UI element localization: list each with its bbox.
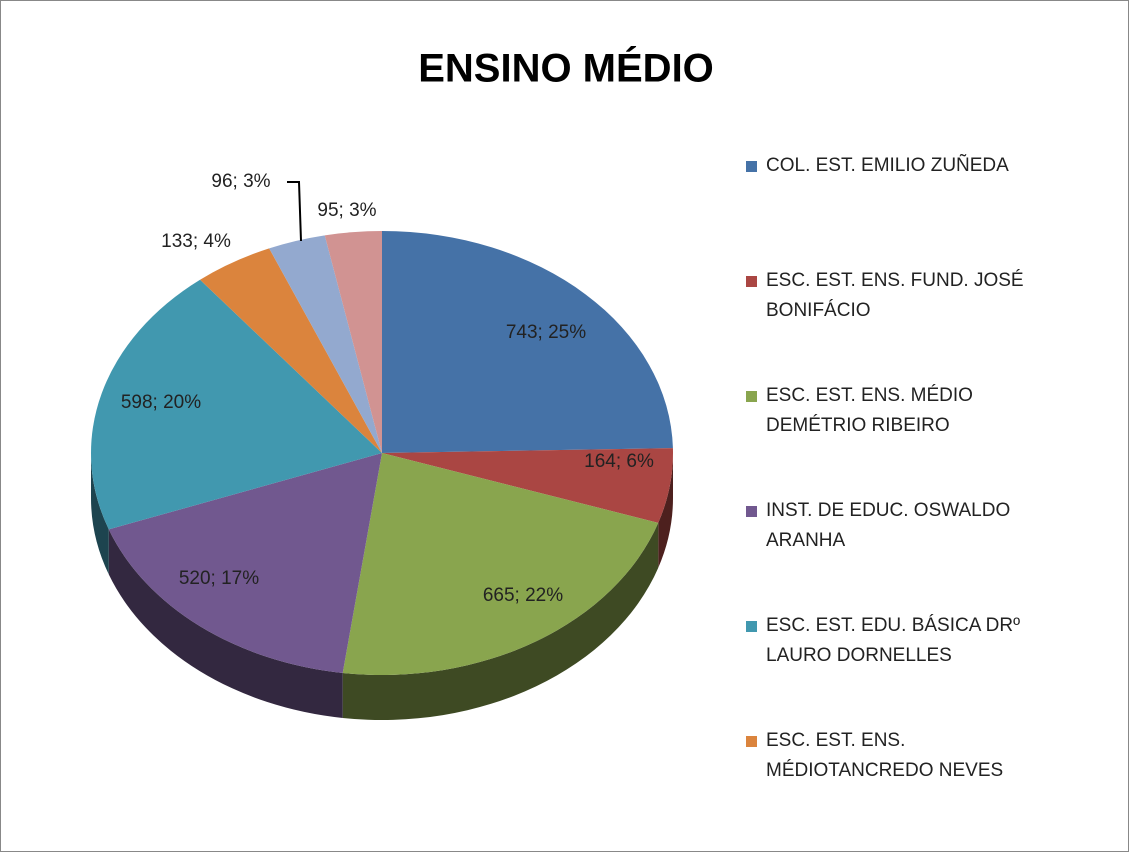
legend-label: COL. EST. EMILIO ZUÑEDA (766, 155, 1009, 176)
data-label: 133; 4% (161, 231, 231, 252)
slice (269, 235, 382, 453)
legend-label: ESC. EST. EDU. BÁSICA DRº LAURO DORNELLE… (766, 615, 1021, 666)
slice (90, 279, 382, 530)
slice-side (658, 453, 673, 568)
leader-line (287, 181, 302, 242)
slice (382, 231, 673, 453)
slice-side (108, 529, 343, 718)
legend-swatch (746, 736, 757, 747)
data-label: 164; 6% (584, 451, 654, 472)
slice-side (342, 522, 659, 720)
slice (324, 231, 382, 453)
legend-swatch (746, 621, 757, 632)
legend-item: ESC. EST. ENS. MÉDIOTANCREDO NEVES (746, 726, 1046, 841)
data-label: 743; 25% (506, 322, 586, 343)
legend-item: INST. DE EDUC. OSWALDO ARANHA (746, 496, 1046, 611)
legend: COL. EST. EMILIO ZUÑEDA ESC. EST. ENS. FU… (746, 151, 1046, 841)
legend-item: ESC. EST. ENS. FUND. JOSÉ BONIFÁCIO (746, 266, 1046, 381)
legend-swatch (746, 391, 757, 402)
chart-title: ENSINO MÉDIO (418, 46, 714, 91)
data-label: 665; 22% (483, 585, 563, 606)
legend-label: ESC. EST. ENS. MÉDIOTANCREDO NEVES (766, 730, 1004, 781)
data-label: 96; 3% (211, 171, 270, 192)
data-label: 598; 20% (121, 392, 201, 413)
legend-label: ESC. EST. ENS. MÉDIO DEMÉTRIO RIBEIRO (766, 385, 973, 436)
legend-item: ESC. EST. ENS. MÉDIO DEMÉTRIO RIBEIRO (746, 381, 1046, 496)
slice (108, 453, 383, 673)
slice (382, 448, 673, 523)
legend-swatch (746, 161, 757, 172)
data-label: 520; 17% (179, 568, 259, 589)
legend-swatch (746, 506, 757, 517)
legend-item: ESC. EST. EDU. BÁSICA DRº LAURO DORNELLE… (746, 611, 1046, 726)
slice (200, 248, 382, 453)
legend-label: ESC. EST. ENS. FUND. JOSÉ BONIFÁCIO (766, 270, 1024, 321)
slice-side (91, 453, 109, 575)
legend-swatch (746, 276, 757, 287)
slice (342, 453, 659, 676)
legend-label: INST. DE EDUC. OSWALDO ARANHA (766, 500, 1011, 551)
data-label: 95; 3% (317, 200, 376, 221)
legend-item: COL. EST. EMILIO ZUÑEDA (746, 151, 1046, 266)
